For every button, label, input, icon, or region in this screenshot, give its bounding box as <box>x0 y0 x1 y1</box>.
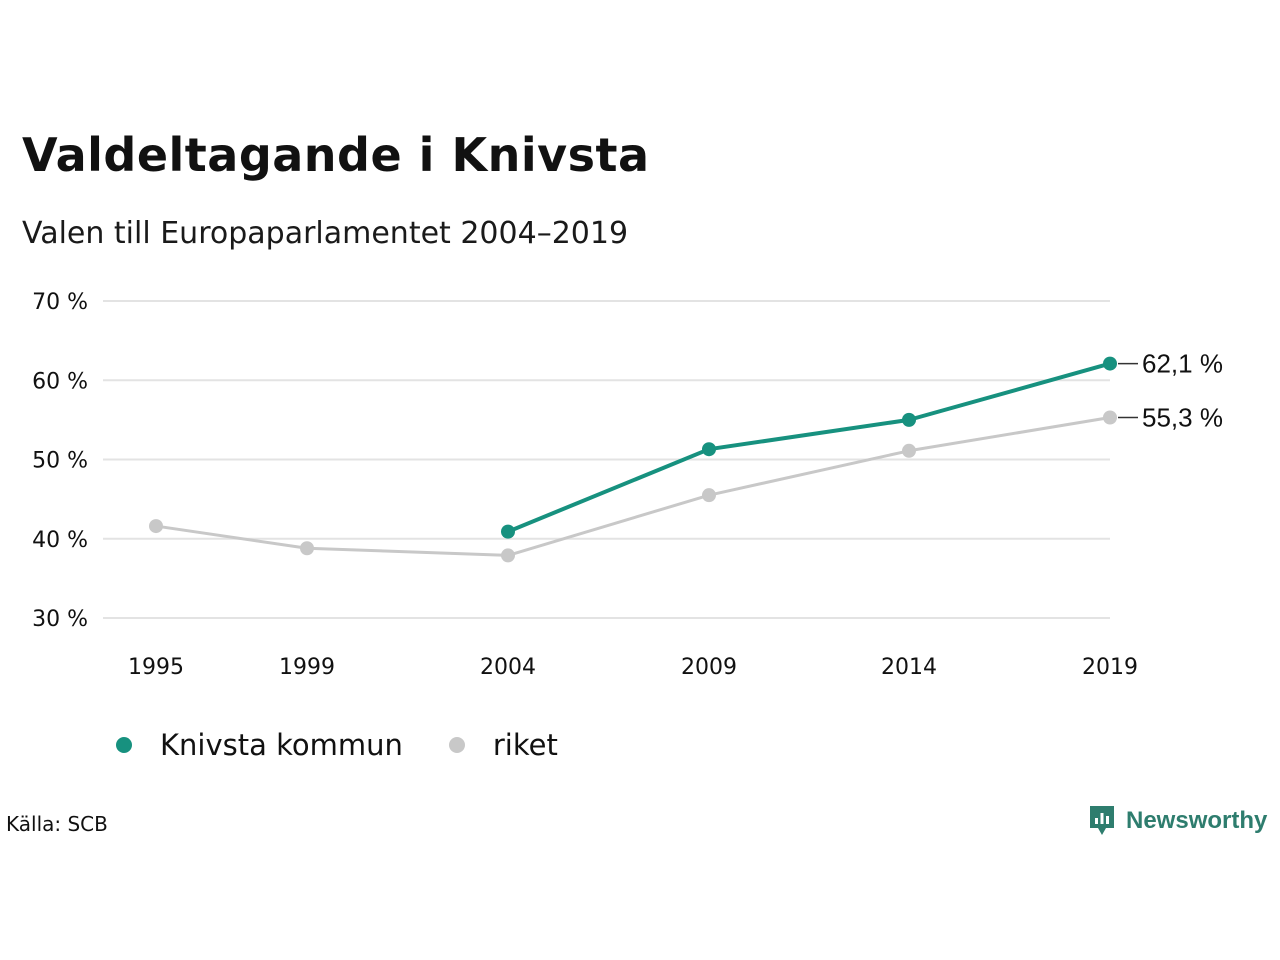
data-point-riket-2019 <box>1103 410 1117 425</box>
data-point-knivsta-kommun-2004 <box>501 524 515 539</box>
grid-layer <box>103 300 1110 619</box>
y-tick-label-60: 60 % <box>32 369 88 394</box>
legend-label-knivsta: Knivsta kommun <box>160 728 403 762</box>
label-layer: 30 % 40 % 50 % 60 % 70 % 1995 1999 2004 2009 2014… <box>32 290 1223 680</box>
x-tick-label-1995: 1995 <box>128 655 184 680</box>
data-point-riket-1995 <box>149 519 163 534</box>
brand-logo: Newsworthy <box>1088 804 1267 838</box>
brand-name: Newsworthy <box>1126 807 1268 834</box>
series-line-riket <box>155 416 1111 557</box>
legend-item-knivsta: Knivsta kommun <box>116 728 403 762</box>
y-tick-label-30: 30 % <box>32 607 88 632</box>
data-point-riket-2014 <box>902 443 916 458</box>
legend-dot-riket <box>448 737 465 753</box>
x-tick-label-2014: 2014 <box>881 655 937 680</box>
x-tick-label-1999: 1999 <box>279 655 335 680</box>
y-tick-label-50: 50 % <box>32 449 88 474</box>
y-tick-label-40: 40 % <box>32 528 88 553</box>
end-label-riket: 55,3 % <box>1142 402 1223 432</box>
end-label-knivsta-kommun: 62,1 % <box>1142 349 1223 379</box>
y-tick-label-70: 70 % <box>32 290 88 315</box>
data-point-riket-1999 <box>300 541 314 556</box>
source-note: Källa: SCB <box>6 812 108 836</box>
data-point-knivsta-kommun-2014 <box>902 412 916 427</box>
chart-title: Valdeltagande i Knivsta <box>22 128 650 182</box>
legend-label-riket: riket <box>492 728 558 762</box>
series-line-knivsta-kommun <box>507 361 1111 534</box>
legend-item-riket: riket <box>448 728 558 762</box>
x-tick-label-2009: 2009 <box>681 655 737 680</box>
legend-dot-knivsta <box>116 737 132 753</box>
x-tick-label-2004: 2004 <box>480 655 536 680</box>
chart-subtitle: Valen till Europaparlamentet 2004–2019 <box>22 216 629 251</box>
series-layer <box>149 356 1117 563</box>
newsworthy-logo-icon <box>1090 806 1114 835</box>
data-point-knivsta-kommun-2019 <box>1103 356 1117 371</box>
x-tick-label-2019: 2019 <box>1082 655 1138 680</box>
data-point-riket-2004 <box>501 548 515 563</box>
data-point-riket-2009 <box>702 488 716 503</box>
data-point-knivsta-kommun-2009 <box>702 442 716 457</box>
chart-legend: Knivsta kommun riket <box>116 728 604 762</box>
